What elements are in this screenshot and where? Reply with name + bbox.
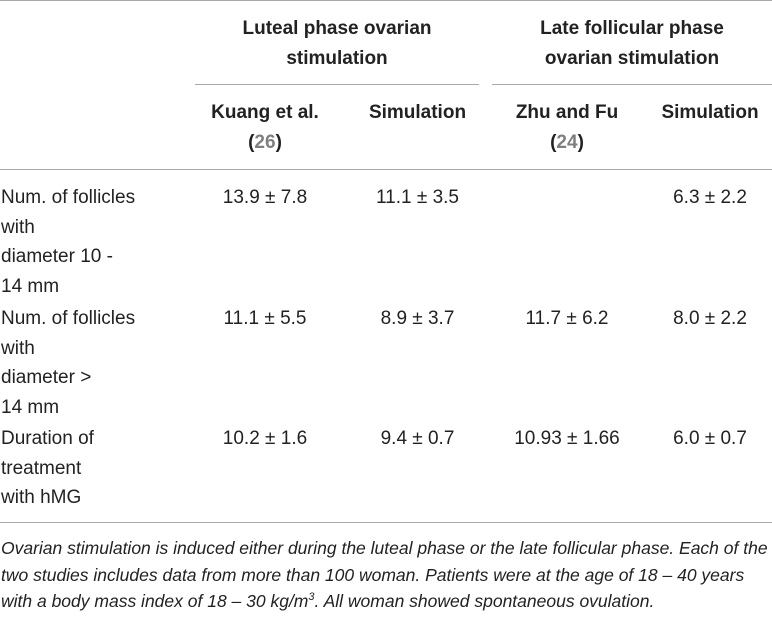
subheader-simulation-follicular-name: Simulation [661, 102, 759, 123]
table-bottom-rule [0, 522, 772, 523]
subheader-zhu: Zhu and Fu (24) [492, 98, 642, 157]
footnote-text: Ovarian stimulation is induced either du… [1, 538, 768, 611]
row-label-follicles-over-14: Num. of follicles with diameter > 14 mm [1, 308, 136, 418]
cell-row2-sim-luteal: 8.9 ± 3.7 [380, 308, 455, 329]
cell-row2-sim-follicular: 8.0 ± 2.2 [673, 308, 747, 329]
cell-row1-sim-luteal: 11.1 ± 3.5 [376, 187, 459, 208]
group-header-follicular-line1: Late follicular phase [540, 18, 724, 39]
group-header-luteal-line2: stimulation [286, 47, 388, 69]
footnote-text-end: . All woman showed spontaneous ovulation… [314, 591, 655, 611]
cell-row3-sim-luteal: 9.4 ± 0.7 [380, 428, 455, 449]
subheader-kuang-name: Kuang et al. [211, 102, 319, 123]
subheader-simulation-luteal-name: Simulation [368, 102, 467, 123]
group-header-luteal-line1: Luteal phase ovarian [242, 18, 432, 39]
group-header-rule-follicular [492, 84, 772, 85]
cell-row3-sim-follicular: 6.0 ± 0.7 [673, 428, 747, 449]
footnote-superscript: 3 [308, 591, 315, 604]
subheader-kuang-ref: (26) [248, 131, 282, 153]
group-header-rule-luteal [195, 84, 479, 85]
group-header-follicular-line2: ovarian stimulation [544, 47, 720, 69]
cell-row1-kuang: 13.9 ± 7.8 [222, 187, 308, 208]
subheader-zhu-name: Zhu and Fu [515, 102, 619, 123]
row-label-follicles-10-14: Num. of follicles with diameter 10 - 14 … [1, 187, 136, 297]
citation-link-24[interactable]: 24 [556, 131, 578, 153]
cell-row1-sim-follicular: 6.3 ± 2.2 [673, 187, 747, 208]
cell-row2-zhu: 11.7 ± 6.2 [525, 308, 609, 329]
row-label-duration-hmg: Duration of treatment with hMG [1, 428, 94, 508]
subheader-zhu-ref: (24) [550, 131, 584, 153]
table-footnote: Ovarian stimulation is induced either du… [1, 535, 771, 615]
group-header-luteal: Luteal phase ovarian stimulation [195, 14, 479, 73]
cell-row3-kuang: 10.2 ± 1.6 [222, 428, 308, 449]
subheader-simulation-follicular: Simulation [648, 98, 772, 128]
subheader-simulation-luteal: Simulation [346, 98, 489, 128]
cell-row3-zhu: 10.93 ± 1.66 [514, 428, 620, 449]
table-top-rule [0, 0, 772, 1]
citation-link-26[interactable]: 26 [254, 131, 276, 153]
header-bottom-rule [0, 169, 772, 170]
cell-row2-kuang: 11.1 ± 5.5 [223, 308, 307, 329]
subheader-kuang: Kuang et al. (26) [195, 98, 335, 157]
group-header-follicular: Late follicular phase ovarian stimulatio… [492, 14, 772, 73]
